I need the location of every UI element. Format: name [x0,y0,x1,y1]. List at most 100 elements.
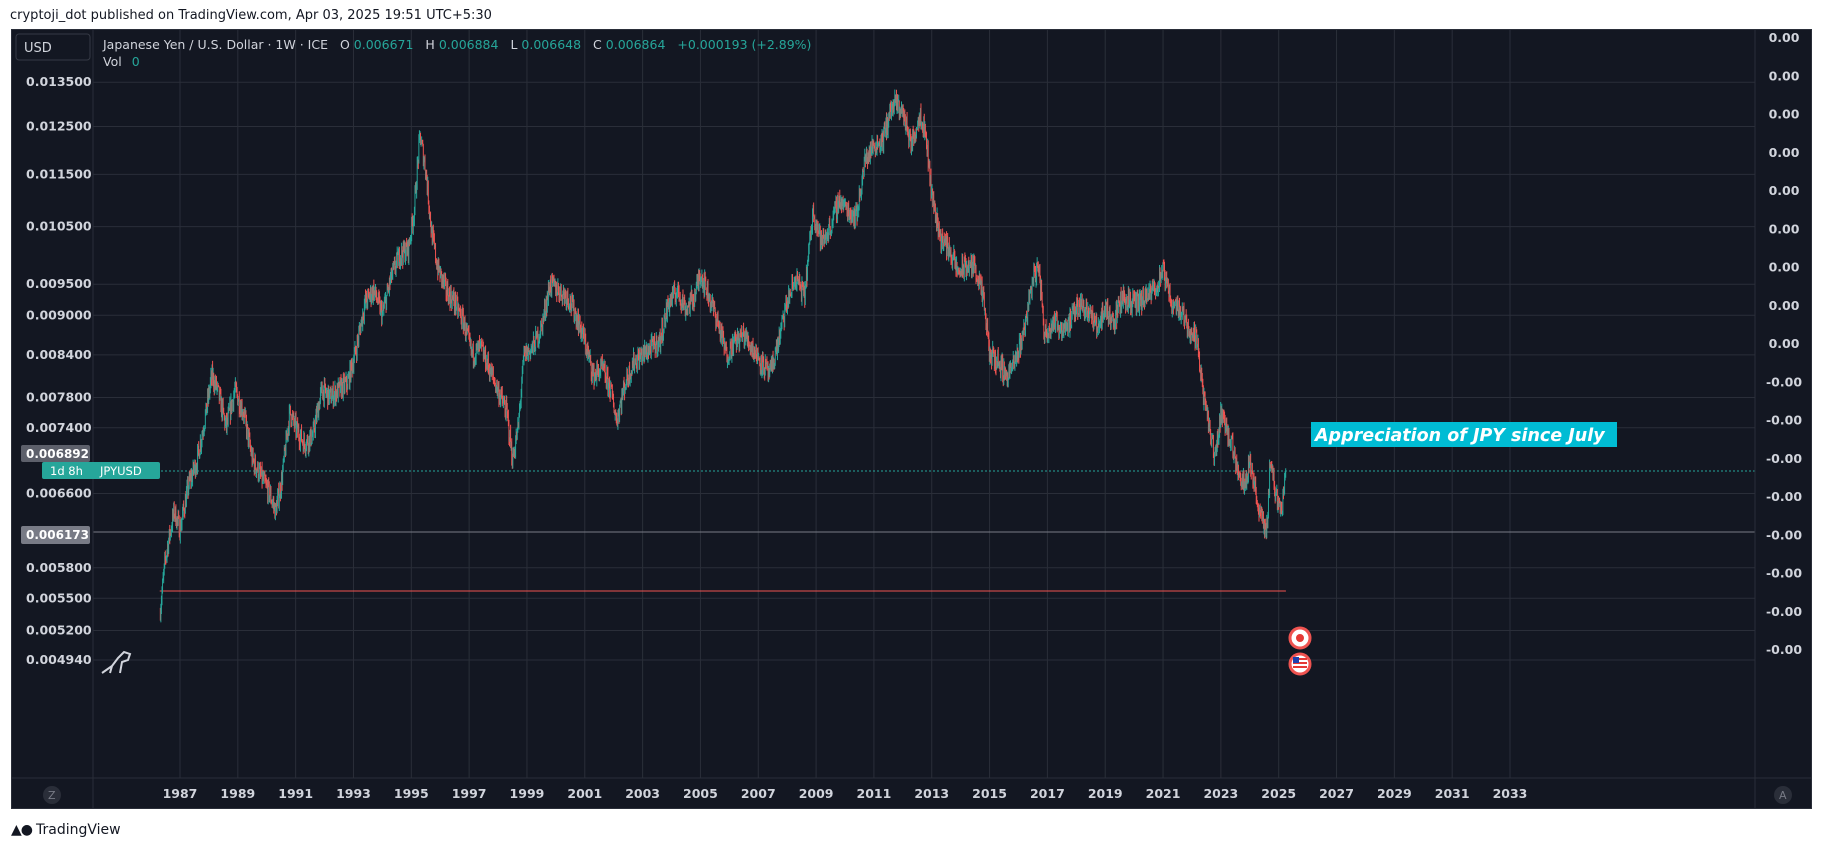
right-axis-label: -0.00 [1766,374,1802,389]
annotation-callout[interactable]: Appreciation of JPY since July [1311,422,1617,447]
symbol-text: JPYUSD [99,464,142,478]
y-tick-label: 0.009500 [26,276,92,291]
right-axis-label: 0.00 [1769,68,1800,83]
right-axis-label: 0.00 [1769,30,1800,45]
currency-button-label: USD [24,41,52,56]
svg-text:Japanese Yen / U.S. Dollar · 1: Japanese Yen / U.S. Dollar · 1W · ICE O … [102,37,811,52]
price-axis[interactable]: 0.013500 0.012500 0.011500 0.010500 0.009500… [26,74,92,667]
legend-open-label: O [340,37,350,52]
annotation-text: Appreciation of JPY since July [1313,426,1606,446]
right-axis-label: 0.00 [1769,260,1800,275]
y-tick-label: 0.008400 [26,347,92,362]
legend-high-value: 0.006884 [439,37,499,52]
plot-background [12,30,1811,808]
footer-branding: ▲● TradingView [11,822,121,838]
legend-low-label: L [510,37,517,52]
y-tick-label: 0.011500 [26,166,92,181]
countdown-text: 1d 8h [50,464,83,478]
scale-left-button[interactable]: Z [43,786,61,804]
x-tick-label: 2023 [1203,786,1238,801]
legend-volume-label: Vol [103,54,122,69]
legend-close-value: 0.006864 [606,37,666,52]
x-tick-label: 1999 [510,786,545,801]
secondary-axis[interactable]: 0.00 0.00 0.00 0.00 0.00 0.00 0.00 0.00 0.00 -0.0… [1766,30,1802,657]
x-tick-label: 2027 [1319,786,1354,801]
x-tick-label: 2025 [1261,786,1296,801]
right-axis-label: -0.00 [1766,604,1802,619]
legend: Japanese Yen / U.S. Dollar · 1W · ICE O … [102,37,811,69]
y-tick-label: 0.007400 [26,420,92,435]
chart-frame[interactable]: 0.013500 0.012500 0.011500 0.010500 0.009500… [11,29,1812,809]
x-tick-label: 1989 [220,786,255,801]
x-tick-label: 1987 [163,786,198,801]
x-tick-label: 2009 [799,786,834,801]
y-tick-label: 0.010500 [26,219,92,234]
legend-low-value: 0.006648 [521,37,581,52]
y-tick-label: 0.005500 [26,590,92,605]
line-price-text: 0.006173 [26,528,89,542]
scale-left-label: Z [48,789,56,802]
legend-change: +0.000193 (+2.89%) [677,37,811,52]
x-tick-label: 2019 [1088,786,1123,801]
legend-close-label: C [593,37,602,52]
dino-logo-icon [101,650,132,674]
y-tick-label: 0.009000 [26,307,92,322]
x-tick-label: 2013 [914,786,949,801]
grid [93,30,1755,778]
x-tick-label: 2001 [567,786,602,801]
horizontal-lines [93,470,1755,592]
right-axis-label: 0.00 [1769,145,1800,160]
x-tick-label: 2003 [625,786,660,801]
svg-text:Vol 0: Vol 0 [103,54,140,69]
time-axis[interactable]: 1987 1989 1991 1993 1995 1997 1999 2001 2003 2005… [163,786,1528,801]
japan-flag-icon[interactable] [1288,626,1312,650]
legend-volume-value: 0 [132,54,140,69]
right-axis-label: 0.00 [1769,298,1800,313]
tradingview-logo-icon: ▲● [11,822,33,838]
right-axis-label: -0.00 [1766,566,1802,581]
y-tick-label: 0.013500 [26,74,92,89]
x-tick-label: 2021 [1146,786,1181,801]
scale-right-label: A [1779,789,1787,802]
legend-high-label: H [425,37,434,52]
x-tick-label: 1993 [336,786,371,801]
line-price-badge: 0.006173 [21,526,90,544]
right-axis-label: -0.00 [1766,451,1802,466]
scale-right-button[interactable]: A [1774,786,1792,804]
x-tick-label: 2011 [857,786,892,801]
x-tick-label: 2005 [683,786,718,801]
right-axis-label: -0.00 [1766,413,1802,428]
right-axis-label: 0.00 [1769,221,1800,236]
right-axis-label: 0.00 [1769,336,1800,351]
y-tick-label: 0.012500 [26,118,92,133]
x-tick-label: 2007 [741,786,776,801]
x-tick-label: 1997 [452,786,487,801]
publish-info: cryptoji_dot published on TradingView.co… [10,8,492,23]
y-tick-label: 0.007800 [26,390,92,405]
right-axis-label: -0.00 [1766,489,1802,504]
usa-flag-icon[interactable] [1288,652,1312,676]
legend-symbol: Japanese Yen / U.S. Dollar · 1W · ICE [102,37,328,52]
y-tick-label: 0.005800 [26,560,92,575]
right-axis-label: 0.00 [1769,107,1800,122]
x-tick-label: 1995 [394,786,429,801]
crosshair-price-text: 0.006892 [26,447,89,461]
y-tick-label: 0.004940 [26,652,92,667]
y-tick-label: 0.006600 [26,486,92,501]
price-chart[interactable]: 0.013500 0.012500 0.011500 0.010500 0.009500… [12,30,1811,808]
crosshair-price-badge: 0.006892 [21,445,90,462]
currency-button[interactable]: USD [15,33,91,61]
x-tick-label: 2015 [972,786,1007,801]
y-tick-label: 0.005200 [26,623,92,638]
x-tick-label: 2029 [1377,786,1412,801]
legend-open-value: 0.006671 [354,37,414,52]
x-tick-label: 2033 [1493,786,1528,801]
right-axis-label: -0.00 [1766,642,1802,657]
right-axis-label: 0.00 [1769,183,1800,198]
symbol-price-badge: 1d 8h JPYUSD [42,462,160,479]
x-tick-label: 2031 [1435,786,1470,801]
x-tick-label: 1991 [278,786,313,801]
candles [159,89,1287,623]
footer-brand-text: TradingView [35,822,121,838]
x-tick-label: 2017 [1030,786,1065,801]
